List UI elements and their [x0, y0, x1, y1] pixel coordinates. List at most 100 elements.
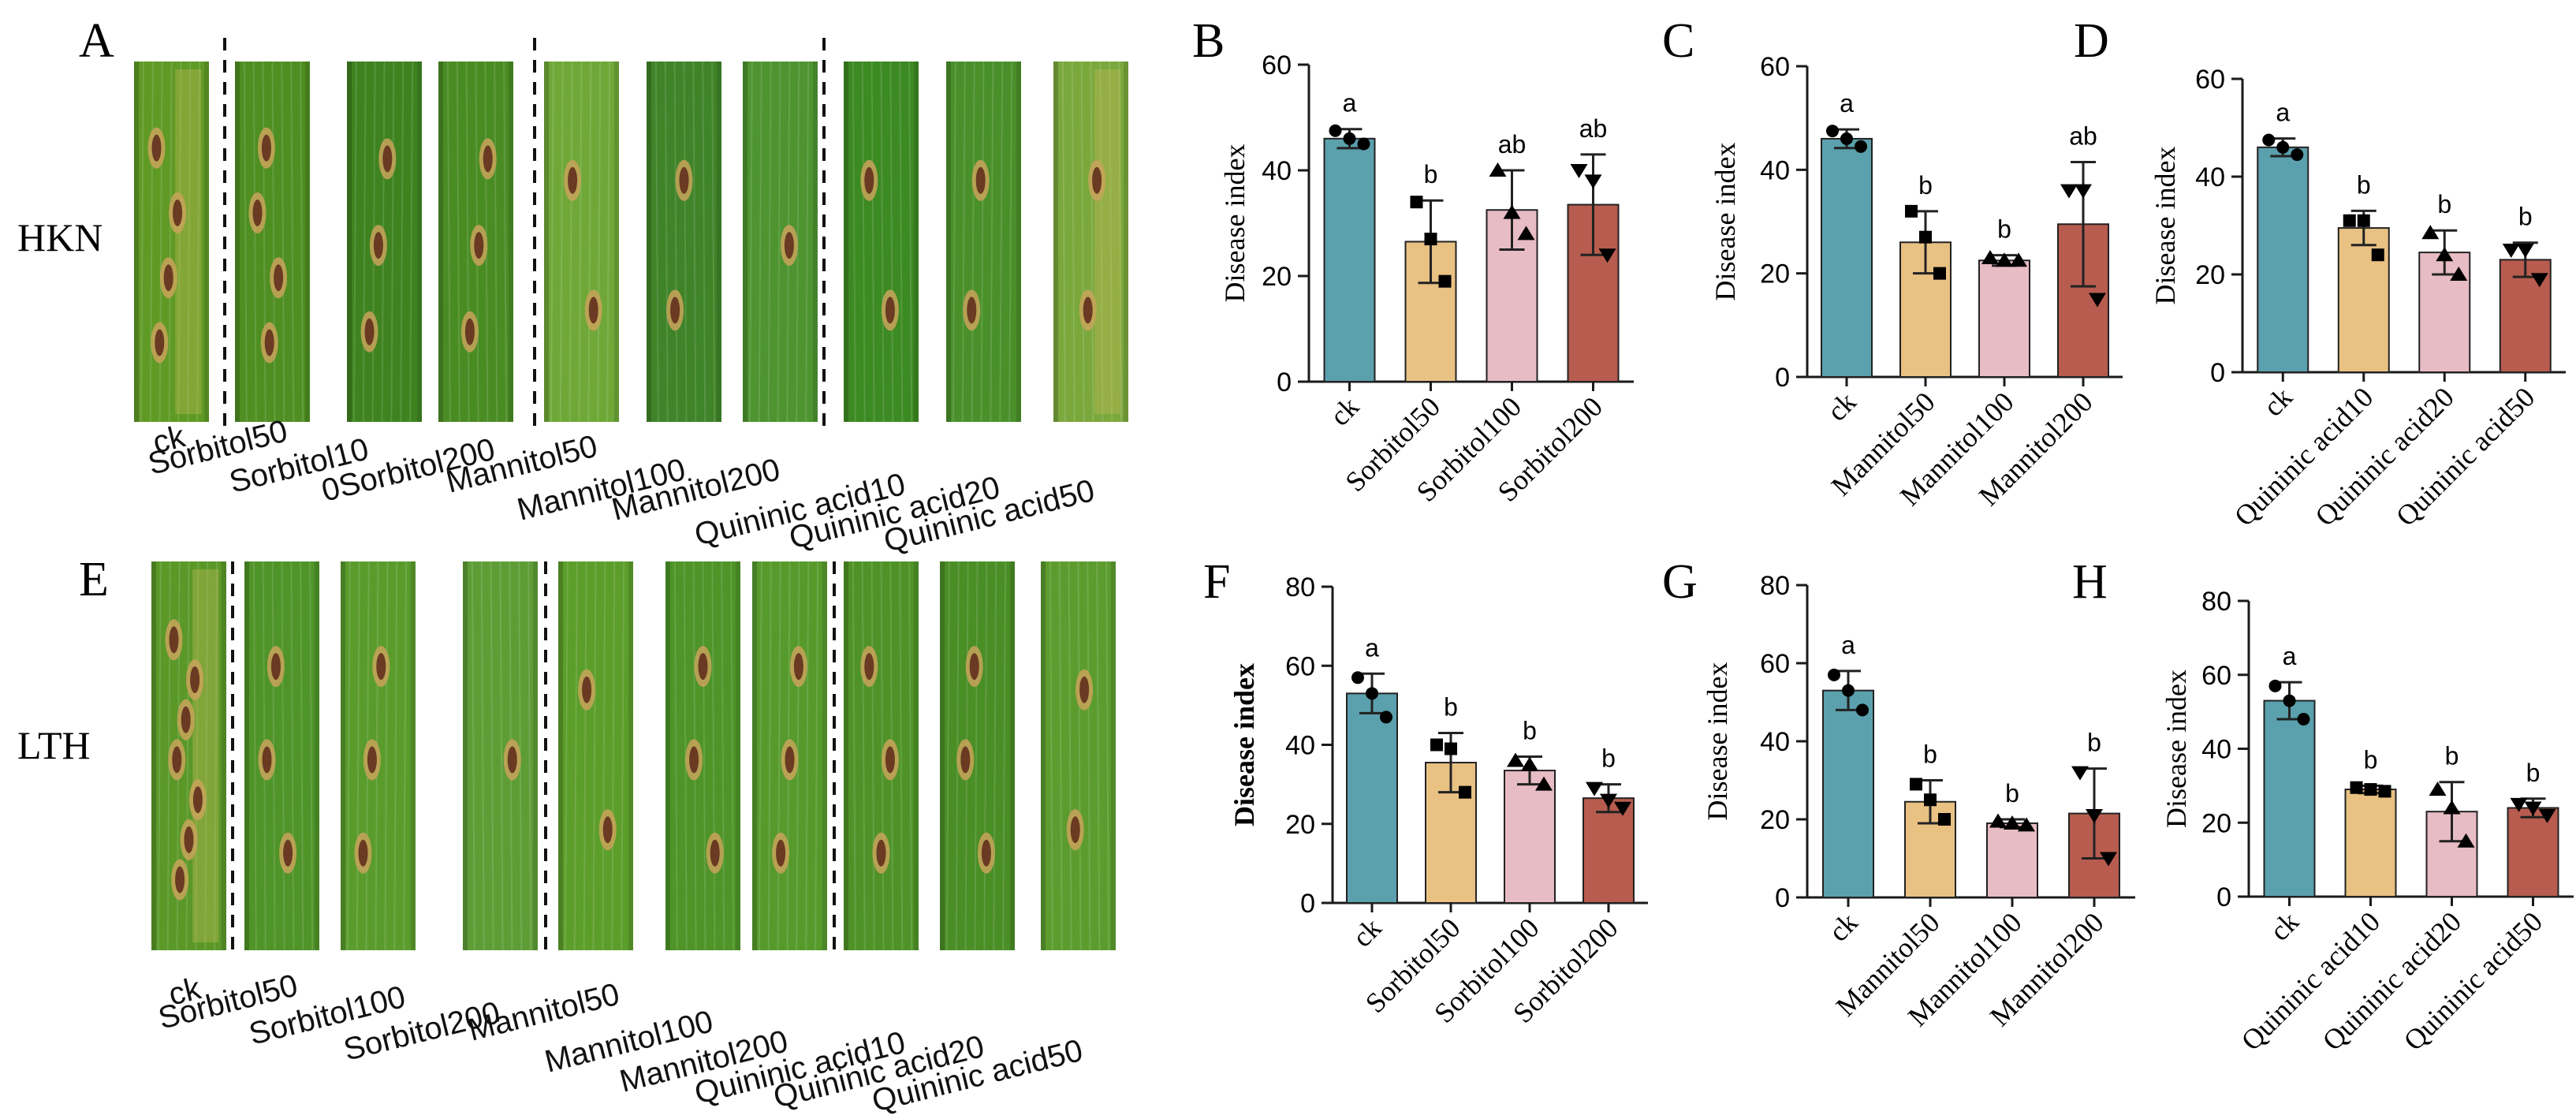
data-point — [1410, 196, 1423, 209]
bar-mannitol100 — [1978, 259, 2030, 378]
data-point — [1507, 752, 1524, 767]
leaf-photo — [946, 61, 1021, 423]
panel-letter: F — [1203, 555, 1230, 609]
data-point — [1570, 164, 1588, 178]
significance-letter: b — [1923, 740, 1937, 769]
significance-letter: b — [2364, 745, 2378, 774]
significance-letter: ab — [1498, 130, 1527, 159]
leaf-photo — [647, 61, 721, 423]
data-point — [1614, 801, 1631, 816]
leaf-photo — [752, 561, 827, 951]
panel-letter: E — [79, 553, 109, 606]
data-point — [1600, 793, 1617, 808]
panel-letter: G — [1662, 555, 1698, 609]
data-point — [1598, 248, 1616, 263]
data-point — [2018, 817, 2035, 832]
data-point — [1535, 776, 1553, 791]
bar-ck — [1822, 689, 1874, 899]
data-point — [1503, 204, 1521, 219]
y-tick-label: 0 — [1775, 883, 1790, 913]
photo-panel-e: ELTHckSorbitol50Sorbitol100Sorbitol200Ma… — [17, 553, 1116, 1119]
bar-ck — [2263, 699, 2316, 897]
significance-letter: b — [1523, 717, 1537, 745]
significance-letter: b — [1918, 171, 1933, 200]
y-tick-label: 60 — [1760, 649, 1790, 679]
data-point — [2291, 148, 2304, 162]
data-point — [1996, 252, 2013, 267]
leaf-photo — [347, 61, 422, 423]
data-point — [1938, 813, 1951, 826]
y-tick-label: 80 — [1760, 571, 1790, 601]
significance-letter: a — [1840, 89, 1854, 117]
y-axis-label: Disease index — [2160, 670, 2192, 828]
data-point — [2516, 244, 2534, 258]
data-point — [2530, 273, 2548, 288]
data-point — [1924, 793, 1937, 807]
significance-letter: b — [1997, 215, 2011, 244]
data-point — [2450, 267, 2468, 281]
panel-letter: D — [2074, 14, 2109, 68]
data-point — [1584, 174, 1602, 189]
y-tick-label: 0 — [1277, 367, 1292, 397]
leaf-photo — [844, 61, 919, 423]
data-point — [1517, 226, 1535, 241]
significance-letter: b — [1601, 744, 1616, 773]
data-point — [2343, 214, 2356, 227]
data-point — [1366, 687, 1378, 700]
data-point — [1329, 124, 1342, 137]
y-tick-label: 60 — [1760, 52, 1790, 82]
y-tick-label: 0 — [1300, 889, 1315, 919]
data-point — [1981, 249, 1999, 264]
y-tick-label: 20 — [1262, 262, 1292, 292]
data-point — [2100, 852, 2117, 867]
data-point — [1910, 778, 1922, 791]
data-point — [1424, 233, 1437, 246]
data-point — [2457, 833, 2475, 848]
data-point — [1380, 711, 1392, 724]
significance-letter: b — [1424, 160, 1438, 188]
leaf-photo — [1041, 561, 1116, 951]
data-point — [1828, 668, 1840, 681]
bar-ck — [1323, 137, 1376, 383]
data-point — [2429, 781, 2447, 796]
row-label: HKN — [17, 215, 103, 259]
data-point — [2283, 694, 2296, 707]
data-point — [1905, 204, 1918, 218]
significance-letter: b — [2005, 779, 2019, 808]
significance-letter: a — [1841, 631, 1855, 659]
row-label: LTH — [17, 723, 91, 767]
data-point — [1343, 132, 1356, 145]
leaf-photo — [463, 561, 538, 951]
y-tick-label: 40 — [1760, 155, 1790, 185]
y-tick-label: 40 — [2195, 162, 2225, 192]
y-axis-label: Disease index — [1228, 663, 1260, 826]
data-point — [1438, 274, 1452, 288]
bar-ck — [1346, 692, 1398, 905]
significance-letter: ab — [2069, 121, 2097, 150]
data-point — [2524, 801, 2542, 816]
data-point — [1856, 703, 1869, 717]
leaf-photo — [151, 561, 226, 951]
y-axis-label: Disease index — [1709, 143, 1741, 301]
y-tick-label: 40 — [1760, 727, 1790, 757]
leaf-photo — [134, 61, 209, 423]
y-tick-label: 0 — [2210, 358, 2225, 388]
significance-letter: b — [2437, 190, 2451, 218]
bar-ck — [1821, 137, 1873, 379]
y-tick-label: 40 — [1262, 156, 1292, 186]
panel-letter: C — [1662, 14, 1694, 68]
data-point — [2071, 766, 2089, 781]
data-point — [1855, 140, 1867, 153]
data-point — [1357, 137, 1370, 151]
significance-letter: b — [2445, 742, 2459, 770]
photo-panel-a: AHKNckSorbitol50Sorbitol100Sorbitol200Ma… — [17, 14, 1128, 559]
data-point — [2089, 293, 2106, 308]
data-point — [1842, 684, 1855, 697]
data-point — [2010, 252, 2027, 267]
y-axis-label: Disease index — [1702, 662, 1733, 821]
data-point — [2371, 248, 2384, 262]
bar-quininic-acid50 — [2507, 807, 2559, 897]
y-tick-label: 60 — [2195, 65, 2225, 95]
